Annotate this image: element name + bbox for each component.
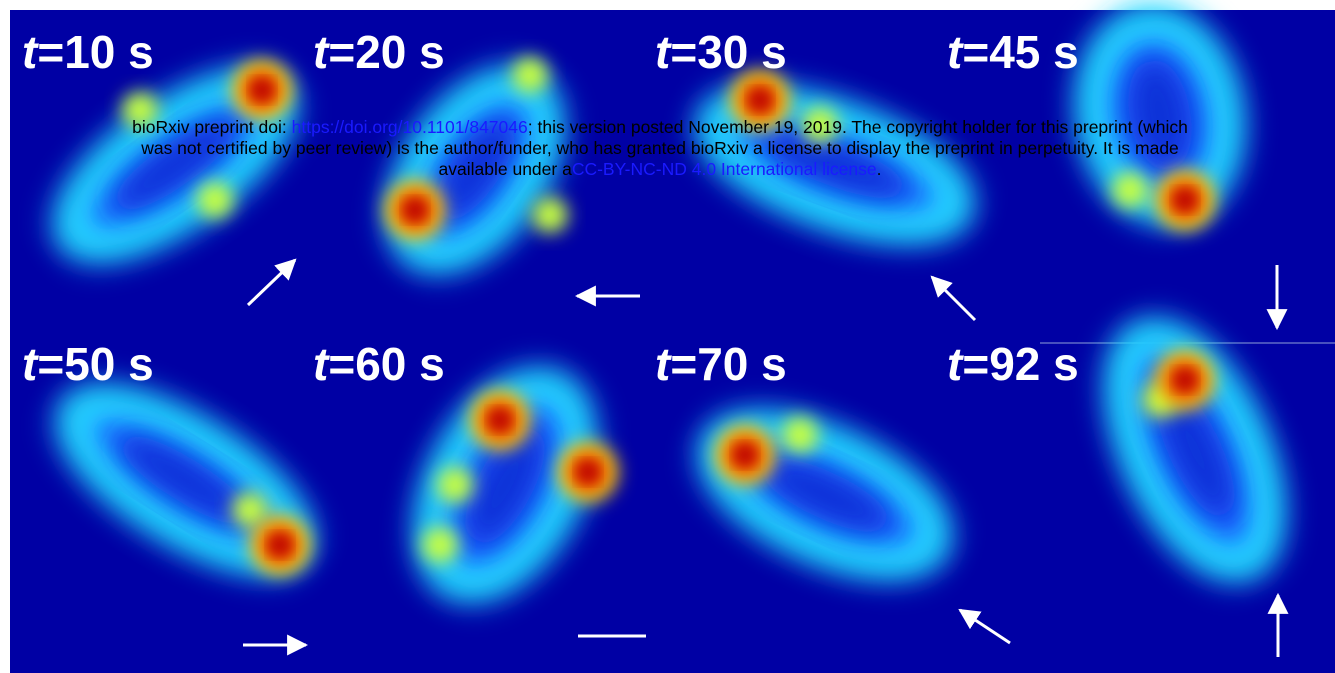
time-value: =50 s bbox=[37, 338, 153, 390]
time-value: =30 s bbox=[670, 26, 786, 78]
doi-link[interactable]: https://doi.org/10.1101/847046 bbox=[292, 117, 528, 137]
panel-label: t=45 s bbox=[947, 26, 1079, 78]
warm-spot bbox=[1112, 172, 1148, 208]
time-value: =60 s bbox=[328, 338, 444, 390]
hot-center bbox=[272, 537, 288, 553]
license-link[interactable]: CC-BY-NC-ND 4.0 International license bbox=[572, 159, 877, 179]
hot-center bbox=[254, 82, 270, 98]
time-value: =10 s bbox=[37, 26, 153, 78]
panel-label: t=20 s bbox=[313, 26, 445, 78]
hot-center bbox=[580, 464, 596, 480]
warm-spot bbox=[437, 467, 473, 503]
watermark-text: bioRxiv preprint doi: bbox=[132, 117, 292, 137]
warm-spot bbox=[782, 417, 818, 453]
hot-center bbox=[1177, 192, 1193, 208]
warm-spot bbox=[512, 57, 548, 93]
panel-label: t=70 s bbox=[655, 338, 787, 390]
hot-center bbox=[752, 92, 768, 108]
time-value: =45 s bbox=[962, 26, 1078, 78]
watermark-line: bioRxiv preprint doi: https://doi.org/10… bbox=[132, 117, 1188, 137]
hot-center bbox=[1177, 372, 1193, 388]
time-value: =92 s bbox=[962, 338, 1078, 390]
warm-spot bbox=[532, 197, 568, 233]
panel-label: t=60 s bbox=[313, 338, 445, 390]
panel-label: t=50 s bbox=[22, 338, 154, 390]
watermark-text: ; this version posted November 19, 2019.… bbox=[528, 117, 1188, 137]
panel-label: t=92 s bbox=[947, 338, 1079, 390]
watermark-line: available under aCC-BY-NC-ND 4.0 Interna… bbox=[439, 159, 882, 179]
warm-spot bbox=[197, 182, 233, 218]
time-value: =70 s bbox=[670, 338, 786, 390]
time-value: =20 s bbox=[328, 26, 444, 78]
hot-center bbox=[492, 412, 508, 428]
watermark-text: . bbox=[877, 159, 882, 179]
figure: t=10 s t=20 s t=30 s t=45 s t=50 s t=60 s t=70… bbox=[0, 0, 1335, 673]
hot-center bbox=[407, 202, 423, 218]
watermark-text: available under a bbox=[439, 159, 573, 179]
hot-center bbox=[737, 447, 753, 463]
panel-label: t=10 s bbox=[22, 26, 154, 78]
panel-label: t=30 s bbox=[655, 26, 787, 78]
warm-spot bbox=[422, 527, 458, 563]
watermark-line: was not certified by peer review) is the… bbox=[140, 138, 1179, 158]
